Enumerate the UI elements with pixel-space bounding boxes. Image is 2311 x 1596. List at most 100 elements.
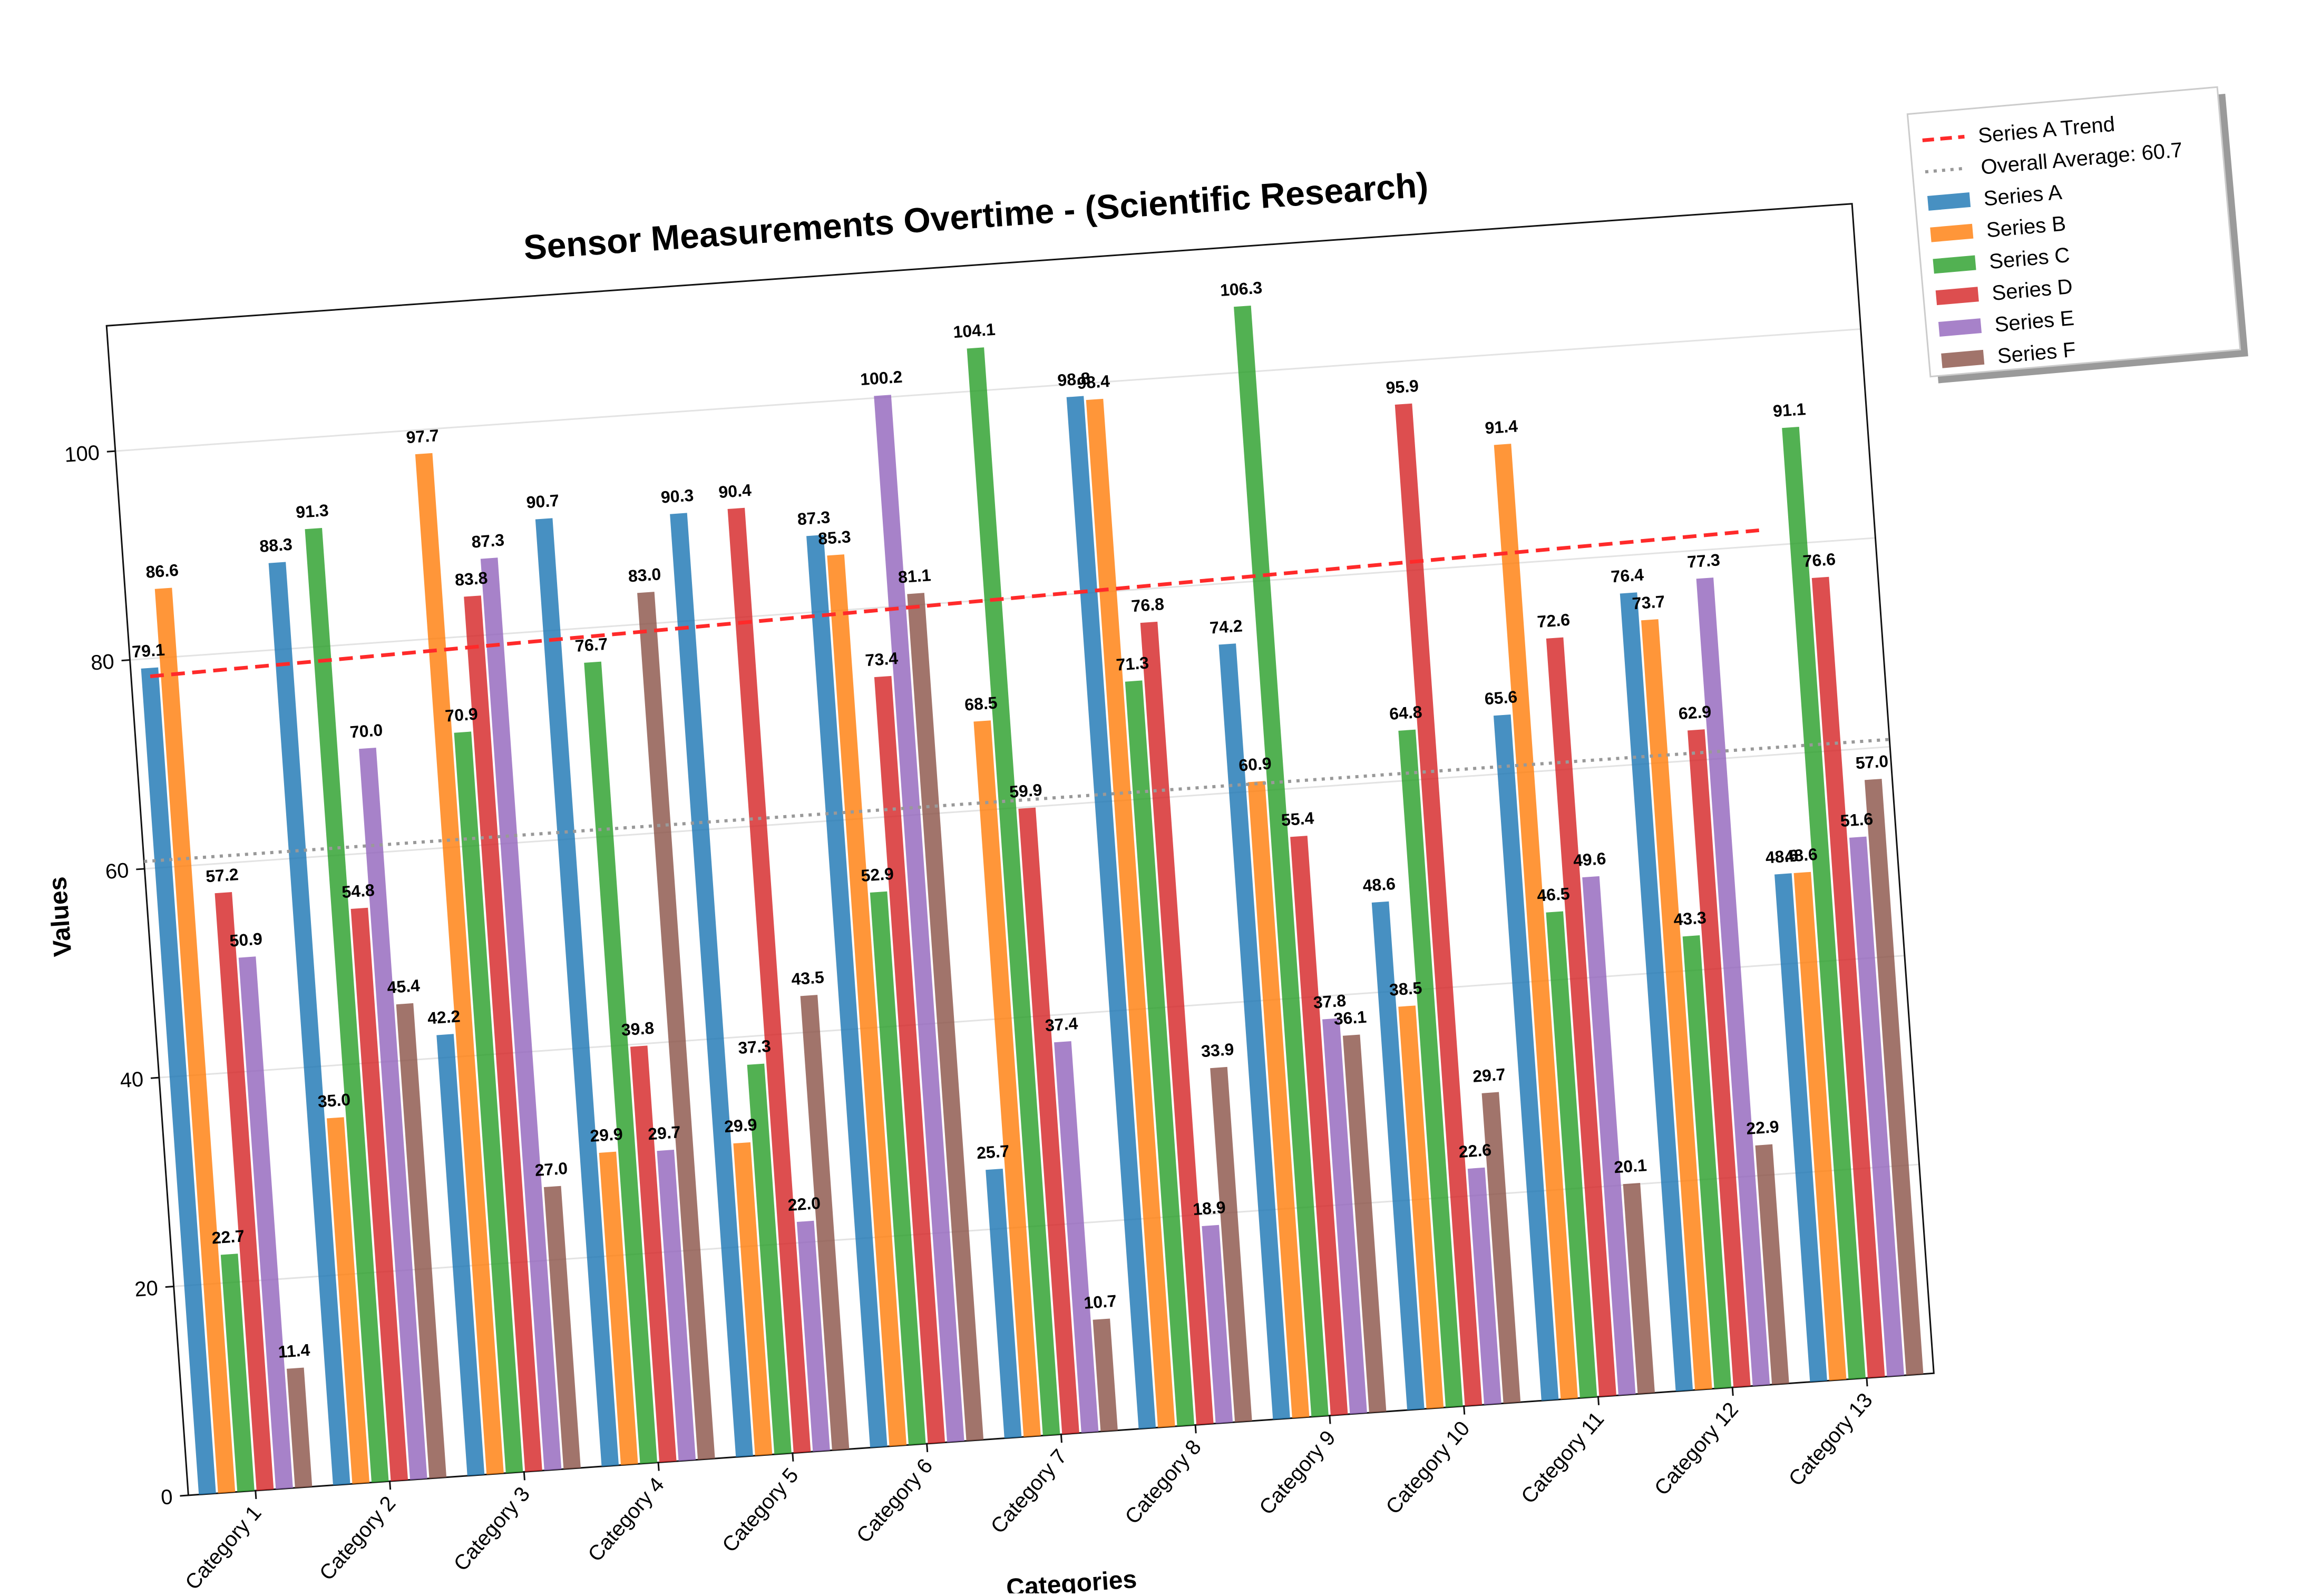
y-tick-label: 0	[160, 1485, 173, 1509]
data-label: 98.8	[1057, 369, 1091, 390]
x-tick-label: Category 2	[315, 1492, 401, 1585]
x-tick-label: Category 11	[1517, 1407, 1608, 1508]
data-label: 43.3	[1673, 908, 1707, 929]
data-label: 37.8	[1313, 991, 1347, 1012]
series-a-trend-line	[150, 528, 1760, 679]
data-label: 22.7	[211, 1226, 245, 1247]
data-label: 55.4	[1281, 808, 1315, 829]
data-label: 54.8	[341, 880, 375, 902]
bar-series-d	[1546, 637, 1616, 1397]
data-label: 20.1	[1613, 1156, 1647, 1177]
data-label: 72.6	[1536, 610, 1571, 631]
bar-series-f	[287, 1367, 313, 1488]
bar-series-a	[436, 1034, 485, 1476]
data-label: 49.6	[1573, 849, 1607, 870]
legend-swatch	[1938, 318, 1982, 337]
bar-series-b	[1641, 619, 1712, 1390]
data-label: 90.7	[525, 491, 560, 512]
bar-series-f	[1864, 779, 1924, 1375]
bar-series-e	[1696, 577, 1770, 1386]
data-label: 48.6	[1765, 846, 1799, 867]
bar-series-f	[543, 1186, 581, 1470]
bar-series-f	[800, 995, 850, 1451]
data-label: 51.6	[1840, 809, 1874, 830]
x-tick-label: Category 12	[1650, 1398, 1743, 1500]
data-label: 77.3	[1686, 550, 1721, 571]
data-label: 106.3	[1220, 278, 1263, 299]
data-label: 90.4	[718, 481, 752, 502]
data-label: 95.9	[1385, 376, 1419, 397]
bar-series-d	[1018, 807, 1079, 1434]
bar-series-e	[1322, 1018, 1367, 1414]
bar-series-a	[1493, 714, 1559, 1401]
bar-series-d	[214, 892, 274, 1491]
x-tick-label: Category 8	[1120, 1436, 1206, 1529]
data-labels: 79.1 88.3 42.2 90.7 90.3 87.3 25.7 98.8 74.2 48.6…	[131, 278, 1889, 1361]
data-label: 22.0	[787, 1193, 821, 1215]
legend-swatch	[1930, 223, 1974, 242]
data-label: 70.0	[349, 720, 384, 741]
data-label: 73.4	[865, 649, 899, 670]
bar-series-e	[1202, 1225, 1233, 1424]
bar-series-c	[967, 347, 1060, 1436]
data-label: 60.9	[1238, 753, 1272, 775]
data-label: 33.9	[1201, 1040, 1235, 1061]
y-axis-ticks: 0 20 40 60 80 100	[64, 441, 189, 1509]
data-label: 37.3	[737, 1036, 772, 1058]
bar-series-d	[630, 1045, 677, 1463]
data-label: 25.7	[976, 1141, 1010, 1162]
bar-series-a	[1774, 873, 1827, 1382]
x-tick-label: Category 4	[583, 1473, 669, 1566]
x-tick-label: Category 9	[1255, 1426, 1340, 1520]
data-label: 43.5	[791, 967, 825, 988]
bar-series-f	[1481, 1092, 1521, 1404]
bar-series-d	[1395, 403, 1483, 1406]
x-tick-label: Category 7	[987, 1445, 1072, 1538]
x-tick-label: Category 13	[1785, 1388, 1877, 1490]
bar-series-e	[238, 956, 293, 1490]
bar-series-a	[1218, 643, 1290, 1419]
data-label: 35.0	[317, 1090, 352, 1111]
bar-series-e	[796, 1220, 830, 1452]
bar-series-a	[535, 518, 619, 1467]
data-label: 45.4	[386, 976, 421, 997]
plot-area-group: 79.1 88.3 42.2 90.7 90.3 87.3 25.7 98.8 74.2 48.6…	[44, 165, 1935, 1596]
bar-series-b	[415, 453, 504, 1475]
data-label: 29.7	[647, 1122, 681, 1143]
data-label: 52.9	[860, 864, 894, 885]
bar-series-a	[1066, 396, 1156, 1429]
bar-series-f	[1093, 1318, 1118, 1432]
data-label: 59.9	[1009, 780, 1043, 801]
bar-series-d	[727, 507, 811, 1453]
y-tick-label: 80	[90, 650, 115, 675]
bar-series-f	[907, 593, 984, 1441]
data-label: 27.0	[534, 1159, 569, 1180]
bar-series-a	[141, 667, 216, 1495]
bar-series-d	[1811, 576, 1885, 1378]
legend-swatch	[1941, 349, 1985, 368]
y-tick-label: 40	[119, 1068, 144, 1092]
data-label: 29.9	[724, 1115, 758, 1136]
chart-title: Sensor Measurements Overtime - (Scientif…	[522, 165, 1429, 267]
data-label: 65.6	[1484, 687, 1518, 708]
data-label: 83.8	[454, 568, 489, 589]
data-label: 85.3	[817, 527, 852, 548]
data-label: 36.1	[1333, 1007, 1368, 1029]
data-label: 81.1	[898, 565, 932, 586]
data-label: 57.0	[1855, 751, 1889, 772]
bar-series-c	[1125, 680, 1195, 1426]
bar-series-e	[1582, 876, 1636, 1396]
legend-box	[1906, 86, 2241, 378]
bar-series-d	[350, 907, 408, 1482]
data-label: 91.4	[1484, 416, 1518, 437]
data-label: 104.1	[952, 320, 996, 341]
data-label: 74.2	[1209, 616, 1243, 637]
x-tick-label: Category 1	[181, 1501, 266, 1593]
data-label: 64.8	[1389, 702, 1423, 723]
data-label: 86.6	[145, 561, 179, 582]
x-tick-label: Category 3	[450, 1483, 535, 1576]
bar-series-a	[670, 513, 753, 1457]
data-label: 62.9	[1678, 702, 1712, 723]
data-label: 100.2	[860, 367, 903, 389]
